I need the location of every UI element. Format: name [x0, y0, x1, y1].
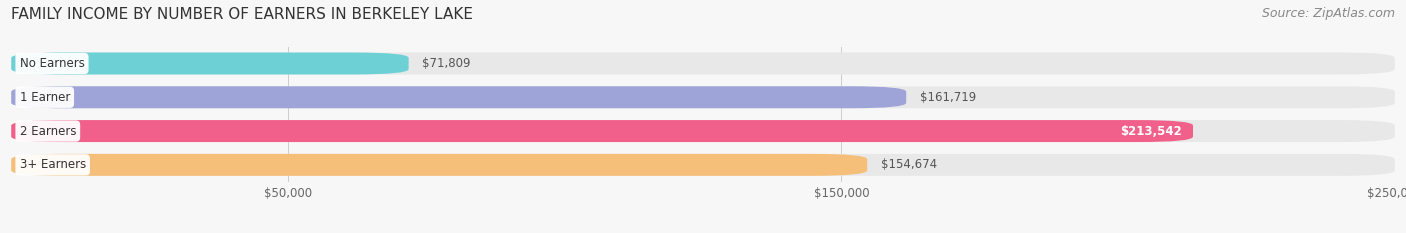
Text: No Earners: No Earners: [20, 57, 84, 70]
Text: $154,674: $154,674: [882, 158, 938, 171]
Text: FAMILY INCOME BY NUMBER OF EARNERS IN BERKELEY LAKE: FAMILY INCOME BY NUMBER OF EARNERS IN BE…: [11, 7, 474, 22]
Text: $71,809: $71,809: [422, 57, 471, 70]
FancyBboxPatch shape: [11, 86, 1395, 108]
FancyBboxPatch shape: [11, 120, 1194, 142]
FancyBboxPatch shape: [11, 154, 1395, 176]
FancyBboxPatch shape: [11, 52, 1395, 75]
Text: 2 Earners: 2 Earners: [20, 125, 76, 137]
FancyBboxPatch shape: [11, 52, 409, 75]
FancyBboxPatch shape: [11, 86, 907, 108]
Text: $213,542: $213,542: [1121, 125, 1182, 137]
Text: 3+ Earners: 3+ Earners: [20, 158, 86, 171]
Text: Source: ZipAtlas.com: Source: ZipAtlas.com: [1261, 7, 1395, 20]
FancyBboxPatch shape: [11, 120, 1395, 142]
Text: 1 Earner: 1 Earner: [20, 91, 70, 104]
Text: $161,719: $161,719: [920, 91, 976, 104]
FancyBboxPatch shape: [11, 154, 868, 176]
